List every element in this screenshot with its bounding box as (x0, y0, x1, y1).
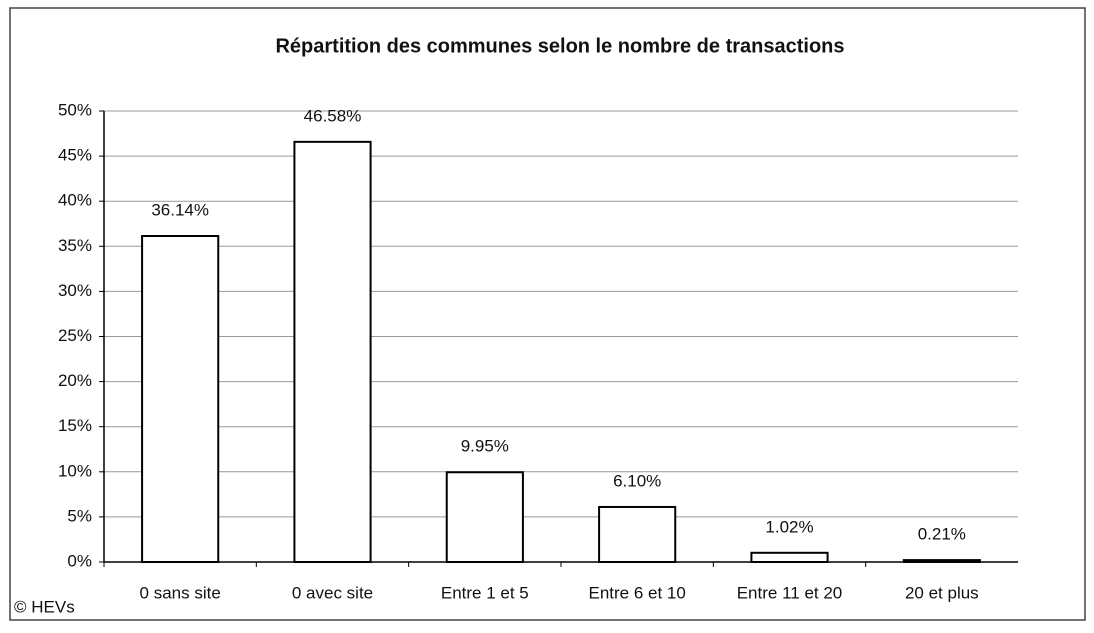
value-label: 6.10% (613, 471, 661, 490)
x-tick-label: 0 avec site (292, 583, 373, 602)
y-tick-label: 45% (58, 146, 92, 165)
x-tick-label: 20 et plus (905, 583, 979, 602)
source: © HEVs (14, 597, 75, 616)
bar (445, 471, 524, 564)
bar (141, 235, 220, 563)
chart-title: Répartition des communes selon le nombre… (275, 35, 844, 57)
y-tick-label: 30% (58, 281, 92, 300)
bar (750, 551, 829, 564)
value-label: 36.14% (151, 201, 209, 220)
y-tick-label: 5% (67, 506, 92, 525)
y-tick-label: 35% (58, 236, 92, 255)
y-tick-label: 0% (67, 551, 92, 570)
value-label: 9.95% (461, 437, 509, 456)
y-tick-label: 15% (58, 416, 92, 435)
value-label: 0.21% (918, 525, 966, 544)
x-tick-label: 0 sans site (140, 583, 221, 602)
x-tick-label: Entre 11 et 20 (737, 583, 843, 602)
bar (902, 559, 981, 563)
bar (293, 140, 372, 564)
y-tick-label: 40% (58, 191, 92, 210)
y-tick-label: 50% (58, 100, 92, 119)
y-tick-label: 25% (58, 326, 92, 345)
y-tick-label: 10% (58, 461, 92, 480)
value-label: 46.58% (304, 106, 362, 125)
y-tick-label: 20% (58, 371, 92, 390)
x-tick-label: Entre 1 et 5 (441, 583, 529, 602)
value-label: 1.02% (765, 517, 813, 536)
bar (598, 505, 677, 563)
x-tick-label: Entre 6 et 10 (588, 583, 685, 602)
